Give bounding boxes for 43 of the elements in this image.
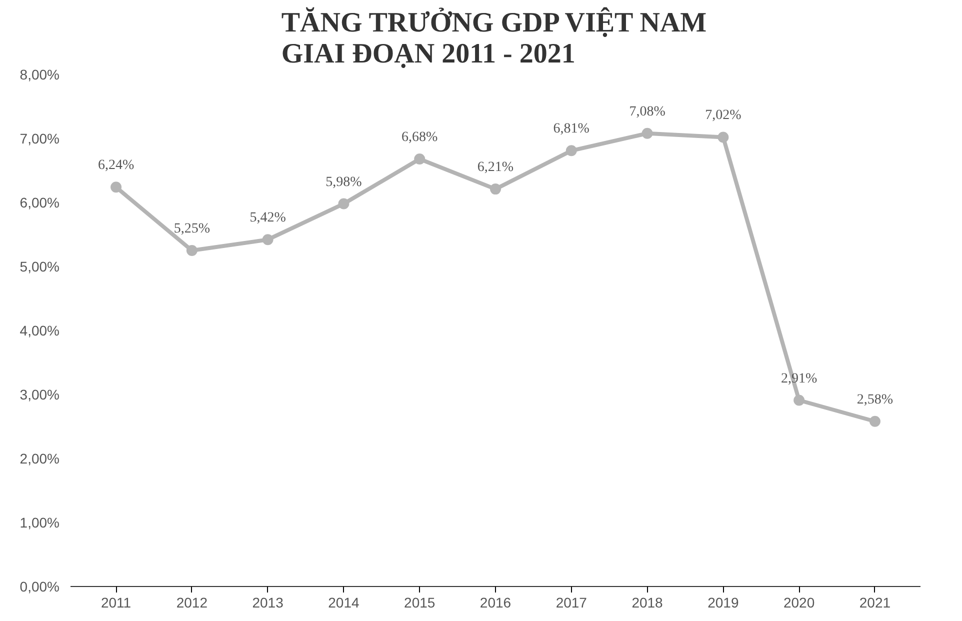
x-tick-label: 2015 [404, 594, 436, 610]
data-label: 6,24% [98, 158, 134, 174]
chart-title: TĂNG TRƯỞNG GDP VIỆT NAM GIAI ĐOẠN 2011 - 2021 [281, 6, 707, 70]
data-label: 7,02% [705, 108, 742, 124]
data-label: 7,08% [629, 104, 666, 120]
x-tick-label: 2018 [632, 594, 664, 610]
y-tick-label: 8,00% [20, 66, 60, 82]
y-tick-label: 2,00% [20, 450, 60, 466]
y-tick-label: 7,00% [20, 130, 60, 146]
point [110, 182, 122, 193]
point [642, 128, 653, 139]
y-tick-label: 3,00% [20, 386, 60, 402]
y-tick-label: 5,00% [20, 258, 60, 274]
point [338, 198, 350, 210]
x-tick-label: 2014 [328, 594, 360, 610]
y-tick-label: 6,00% [20, 194, 60, 210]
data-label: 2,58% [856, 392, 894, 408]
data-label: 5,42% [250, 210, 286, 226]
y-tick-label: 4,00% [20, 322, 60, 338]
data-label: 6,68% [402, 130, 438, 145]
data-label: 5,25% [174, 222, 210, 236]
x-tick-label: 2017 [556, 594, 588, 610]
y-tick-label: 1,00% [20, 514, 60, 530]
data-label: 6,81% [553, 122, 590, 137]
data-label: 6,21% [477, 160, 514, 176]
point [186, 245, 198, 256]
point [718, 132, 729, 143]
y-tick-label: 0,00% [20, 578, 60, 594]
x-tick-label: 2020 [784, 594, 815, 610]
x-tick-label: 2012 [176, 594, 208, 610]
point [566, 145, 577, 156]
point [414, 153, 426, 164]
x-tick-label: 2011 [100, 594, 132, 610]
x-tick-label: 2013 [252, 594, 284, 610]
data-label: 2,91% [780, 371, 818, 386]
point [794, 394, 805, 406]
x-tick-label: 2019 [708, 594, 739, 610]
point [490, 184, 501, 195]
x-tick-label: 2021 [859, 594, 891, 610]
point [869, 416, 880, 427]
data-label: 5,98% [326, 174, 362, 190]
point [262, 234, 274, 246]
x-tick-label: 2016 [480, 594, 512, 610]
